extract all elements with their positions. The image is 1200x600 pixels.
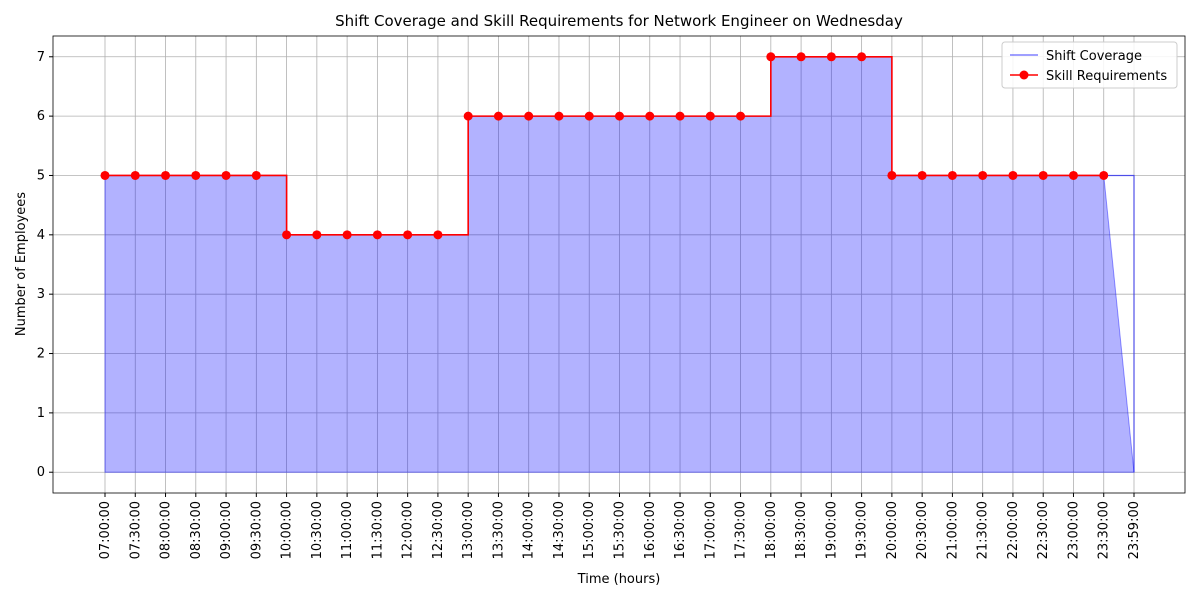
- legend-box: [1001, 41, 1178, 89]
- marker: [251, 170, 261, 180]
- marker: [161, 170, 171, 180]
- marker: [766, 52, 776, 62]
- legend-marker: [1019, 70, 1029, 80]
- marker: [463, 111, 473, 121]
- marker: [615, 111, 624, 121]
- plot-frame: [52, 35, 1186, 494]
- y-tick-label: 3: [37, 287, 45, 302]
- x-tick-label: 08:30:00: [189, 501, 204, 559]
- legend: Shift Coverage Skill Requirements: [1001, 41, 1178, 89]
- marker: [978, 170, 988, 180]
- x-tick-label: 11:30:00: [370, 501, 385, 559]
- series-line: [105, 55, 1104, 236]
- marker: [342, 230, 352, 240]
- x-tick-label: 08:00:00: [159, 501, 174, 559]
- y-tick-label: 6: [37, 109, 45, 124]
- marker: [736, 111, 746, 121]
- marker: [312, 230, 322, 240]
- x-tick-label: 19:30:00: [855, 501, 870, 559]
- marker: [857, 52, 867, 62]
- x-tick-label: 09:30:00: [249, 501, 264, 559]
- x-tick-label: 14:30:00: [552, 501, 567, 559]
- x-tick-label: 20:00:00: [885, 501, 900, 559]
- x-tick-label: 18:00:00: [764, 501, 779, 559]
- marker: [130, 170, 140, 180]
- x-tick-label: 10:00:00: [280, 501, 295, 559]
- marker: [403, 230, 413, 240]
- x-tick-label: 15:30:00: [613, 501, 628, 559]
- x-tick-label: 15:00:00: [582, 501, 597, 559]
- x-tick-label: 23:00:00: [1066, 501, 1081, 559]
- x-tick-label: 10:30:00: [310, 501, 325, 559]
- data: [100, 52, 1135, 473]
- marker: [705, 111, 715, 121]
- marker: [1038, 170, 1048, 180]
- x-tick-label: 11:00:00: [340, 501, 355, 559]
- marker: [584, 111, 594, 121]
- marker: [282, 230, 292, 240]
- marker: [645, 111, 655, 121]
- y-axis-label: Number of Employees: [14, 192, 29, 336]
- marker: [433, 230, 443, 240]
- marker: [372, 230, 382, 240]
- x-tick-label: 07:30:00: [128, 501, 143, 559]
- x-tick-label: 13:00:00: [461, 501, 476, 559]
- marker: [947, 170, 957, 180]
- marker: [887, 170, 897, 180]
- x-tick-label: 09:00:00: [219, 501, 234, 559]
- x-tick-label: 17:00:00: [703, 501, 718, 559]
- marker: [826, 52, 836, 62]
- x-tick-label: 12:00:00: [401, 501, 416, 559]
- x-tick-label: 17:30:00: [734, 501, 749, 559]
- y-tick-label: 5: [37, 168, 45, 183]
- x-tick-label: 07:00:00: [98, 501, 113, 559]
- marker: [100, 170, 110, 180]
- marker: [524, 111, 534, 121]
- marker: [796, 52, 806, 62]
- x-tick-label: 16:30:00: [673, 501, 688, 559]
- x-tick-label: 13:30:00: [491, 501, 506, 559]
- y-tick-label: 7: [37, 50, 45, 65]
- x-tick-label: 12:30:00: [431, 501, 446, 559]
- marker: [191, 170, 201, 180]
- marker: [1008, 170, 1018, 180]
- y-tick-label: 0: [37, 465, 45, 480]
- x-tick-label: 23:30:00: [1097, 501, 1112, 559]
- x-tick-label: 19:00:00: [824, 501, 839, 559]
- x-tick-label: 22:00:00: [1006, 501, 1021, 559]
- x-tick-label: 21:30:00: [976, 501, 991, 559]
- x-tick-label: 21:00:00: [945, 501, 960, 559]
- x-tick-label: 22:30:00: [1036, 501, 1051, 559]
- legend-label: Shift Coverage: [1046, 49, 1142, 64]
- chart-title: Shift Coverage and Skill Requirements fo…: [335, 12, 903, 30]
- y-tick-label: 1: [37, 406, 45, 421]
- marker: [1099, 170, 1109, 180]
- y-tick-label: 2: [37, 347, 45, 362]
- x-tick-label: 16:00:00: [643, 501, 658, 559]
- x-axis-label: Time (hours): [577, 572, 661, 587]
- marker: [221, 170, 231, 180]
- marker: [917, 170, 927, 180]
- legend-label: Skill Requirements: [1046, 69, 1167, 84]
- x-tick-label: 14:00:00: [522, 501, 537, 559]
- marker: [1068, 170, 1078, 180]
- x-tick-label: 23:59:00: [1127, 501, 1142, 559]
- marker: [675, 111, 685, 121]
- x-tick-label: 18:30:00: [794, 501, 809, 559]
- marker: [554, 111, 564, 121]
- y-tick-label: 4: [37, 228, 45, 243]
- marker: [493, 111, 503, 121]
- x-tick-label: 20:30:00: [915, 501, 930, 559]
